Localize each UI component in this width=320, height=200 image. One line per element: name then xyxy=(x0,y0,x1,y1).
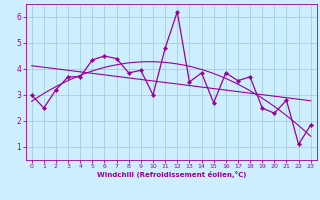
X-axis label: Windchill (Refroidissement éolien,°C): Windchill (Refroidissement éolien,°C) xyxy=(97,171,246,178)
